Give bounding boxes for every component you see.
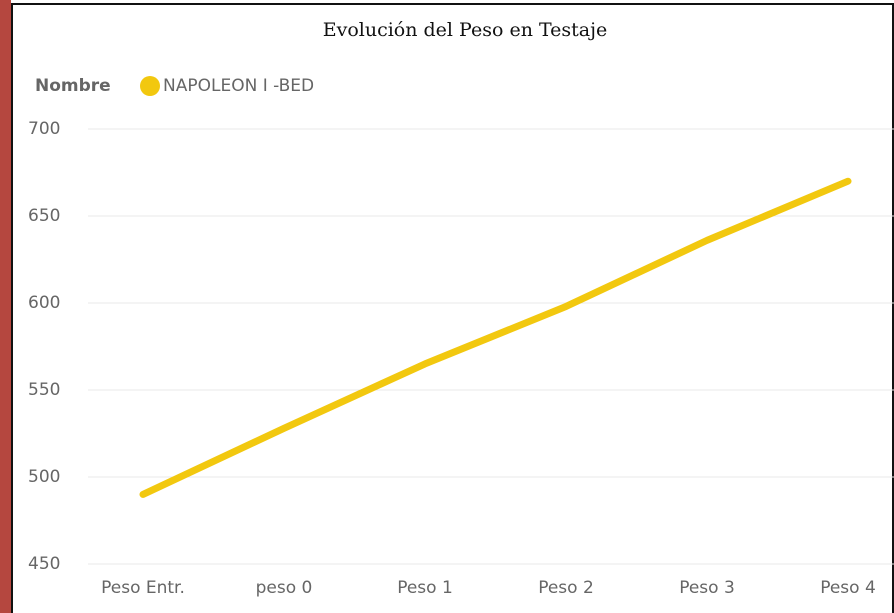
frame (11, 3, 894, 613)
y-tick-label: 450 (28, 554, 60, 574)
y-tick-label: 600 (28, 293, 60, 313)
legend-title: Nombre (35, 76, 111, 96)
side-strip (0, 0, 11, 613)
x-tick-label: Peso 3 (679, 578, 735, 598)
y-tick-label: 550 (28, 380, 60, 400)
y-tick-label: 500 (28, 467, 60, 487)
line-series (139, 177, 852, 498)
y-tick-label: 700 (28, 119, 60, 139)
x-tick-label: Peso 4 (820, 578, 876, 598)
chart-title: Evolución del Peso en Testaje (323, 19, 608, 41)
y-tick-label: 650 (28, 206, 60, 226)
legend-marker (140, 76, 160, 96)
x-tick-label: Peso 2 (538, 578, 594, 598)
legend-label: NAPOLEON I -BED (163, 76, 314, 96)
x-tick-label: Peso Entr. (101, 578, 185, 598)
x-tick-label: peso 0 (256, 578, 313, 598)
x-tick-label: Peso 1 (397, 578, 453, 598)
